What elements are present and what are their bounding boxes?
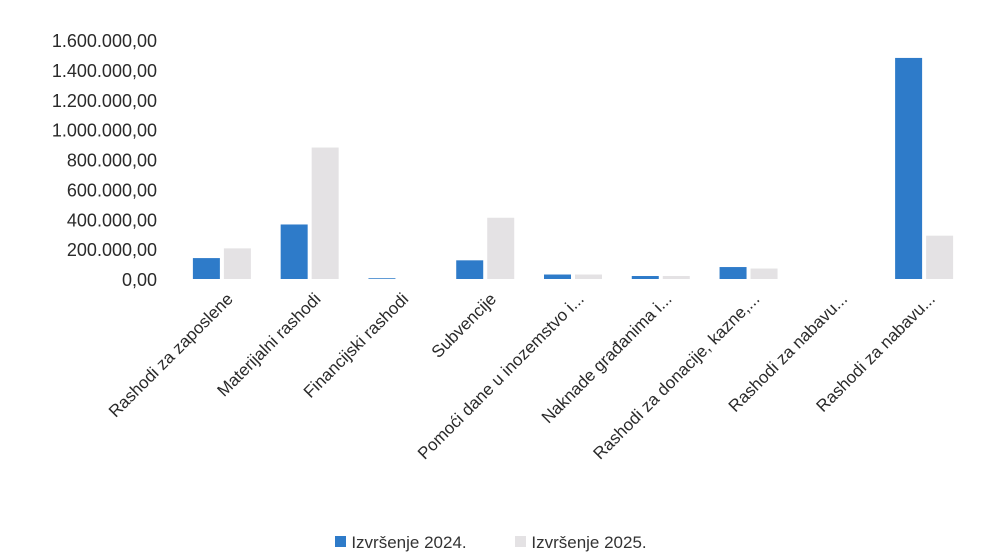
bar-2025-2	[311, 147, 339, 279]
bar-series	[192, 57, 954, 279]
y-tick-label: 200.000,00	[67, 240, 157, 260]
y-axis: 0,00 200.000,00 400.000,00 600.000,00 800.00…	[52, 31, 157, 290]
bar-2024-3	[368, 278, 396, 279]
y-tick-label: 600.000,00	[67, 180, 157, 200]
bar-2024-1	[192, 258, 220, 279]
legend-item-2024: Izvršenje 2024.	[335, 533, 467, 553]
bar-2024-4	[456, 260, 484, 279]
bar-2024-7	[719, 267, 747, 279]
bar-2025-4	[487, 217, 515, 279]
legend: Izvršenje 2024. Izvršenje 2025.	[0, 533, 982, 553]
y-tick-label: 800.000,00	[67, 151, 157, 171]
y-tick-label: 1.200.000,00	[52, 91, 157, 111]
legend-label-2024: Izvršenje 2024.	[351, 533, 467, 552]
bar-2024-6	[631, 276, 659, 279]
legend-swatch-2024	[335, 536, 347, 548]
bar-2024-9	[895, 57, 923, 279]
y-tick-label: 0,00	[122, 270, 157, 290]
bar-2025-1	[223, 248, 251, 279]
bar-2025-6	[662, 276, 690, 279]
y-tick-label: 1.000.000,00	[52, 121, 157, 141]
y-tick-label: 400.000,00	[67, 210, 157, 230]
x-tick-label: Pomoći dane u inozemstvo i...	[414, 289, 588, 463]
bar-2025-9	[926, 235, 954, 279]
legend-item-2025: Izvršenje 2025.	[515, 533, 647, 553]
bar-2025-5	[575, 274, 602, 279]
x-tick-label: Subvencije	[428, 289, 500, 361]
x-tick-label: Rashodi za zaposlene	[105, 289, 237, 421]
x-tick-label: Rashodi za donacije, kazne,...	[590, 289, 764, 463]
y-tick-label: 1.400.000,00	[52, 61, 157, 81]
legend-swatch-2025	[515, 536, 527, 548]
legend-label-2025: Izvršenje 2025.	[531, 533, 647, 552]
bar-2024-5	[544, 274, 571, 279]
bar-chart: 0,00 200.000,00 400.000,00 600.000,00 800.00…	[52, 31, 954, 463]
y-tick-label: 1.600.000,00	[52, 31, 157, 51]
bar-2025-7	[750, 268, 778, 279]
bar-2024-2	[280, 224, 308, 279]
